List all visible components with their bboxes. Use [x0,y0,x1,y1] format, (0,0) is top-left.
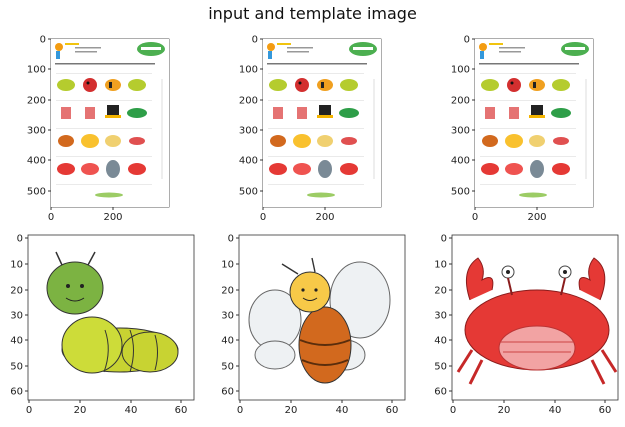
x-tick-label: 60 [175,405,188,416]
y-tick-label: 0 [464,35,470,46]
x-tick-label: 0 [237,405,243,416]
y-tick-label: 200 [239,96,258,107]
y-tick-label: 50 [10,362,23,373]
x-tick-label: 0 [450,405,456,416]
x-tick-label: 0 [48,212,54,223]
worksheet-image [51,39,169,207]
y-tick-label: 10 [221,260,234,271]
y-tick-label: 40 [10,336,23,347]
y-tick-label: 10 [434,260,447,271]
figure-title: input and template image [208,4,417,23]
y-tick-label: 60 [10,387,23,398]
x-tick-label: 20 [498,405,511,416]
y-tick-label: 500 [27,187,46,198]
y-tick-label: 500 [451,187,470,198]
y-tick-label: 400 [451,156,470,167]
y-tick-label: 200 [451,96,470,107]
y-tick-label: 30 [434,311,447,322]
y-tick-label: 300 [27,126,46,137]
y-tick-label: 60 [434,387,447,398]
y-tick-label: 100 [239,65,258,76]
worksheet-image [263,39,381,207]
x-tick-label: 60 [599,405,612,416]
worksheet-image [475,39,593,207]
y-tick-label: 20 [434,286,447,297]
y-tick-label: 40 [221,336,234,347]
y-tick-label: 40 [434,336,447,347]
y-tick-label: 100 [451,65,470,76]
x-tick-label: 0 [260,212,266,223]
x-tick-label: 60 [386,405,399,416]
panel-worksheet-1 [50,38,170,208]
y-tick-label: 300 [451,126,470,137]
panel-caterpillar [27,234,195,401]
y-tick-label: 400 [27,156,46,167]
x-tick-label: 0 [26,405,32,416]
x-tick-label: 200 [315,212,334,223]
y-tick-label: 20 [221,286,234,297]
x-tick-label: 200 [103,212,122,223]
x-tick-label: 0 [472,212,478,223]
y-tick-label: 10 [10,260,23,271]
y-tick-label: 20 [10,286,23,297]
y-tick-label: 50 [434,362,447,373]
crab-image [456,257,618,385]
y-tick-label: 0 [17,234,23,245]
y-tick-label: 50 [221,362,234,373]
panel-worksheet-3 [474,38,594,208]
panel-crab [451,234,619,401]
y-tick-label: 0 [228,234,234,245]
y-tick-label: 100 [27,65,46,76]
y-tick-label: 0 [252,35,258,46]
x-tick-label: 40 [549,405,562,416]
bee-image [248,257,391,384]
panel-worksheet-2 [262,38,382,208]
x-tick-label: 20 [285,405,298,416]
y-tick-label: 30 [221,311,234,322]
y-tick-label: 400 [239,156,258,167]
y-tick-label: 0 [441,234,447,245]
y-tick-label: 300 [239,126,258,137]
x-tick-label: 20 [74,405,87,416]
y-tick-label: 500 [239,187,258,198]
caterpillar-image [46,251,179,374]
y-tick-label: 30 [10,311,23,322]
y-tick-label: 60 [221,387,234,398]
x-tick-label: 200 [527,212,546,223]
y-tick-label: 0 [40,35,46,46]
x-tick-label: 40 [125,405,138,416]
x-tick-label: 40 [336,405,349,416]
panel-bee [238,234,406,401]
y-tick-label: 200 [27,96,46,107]
